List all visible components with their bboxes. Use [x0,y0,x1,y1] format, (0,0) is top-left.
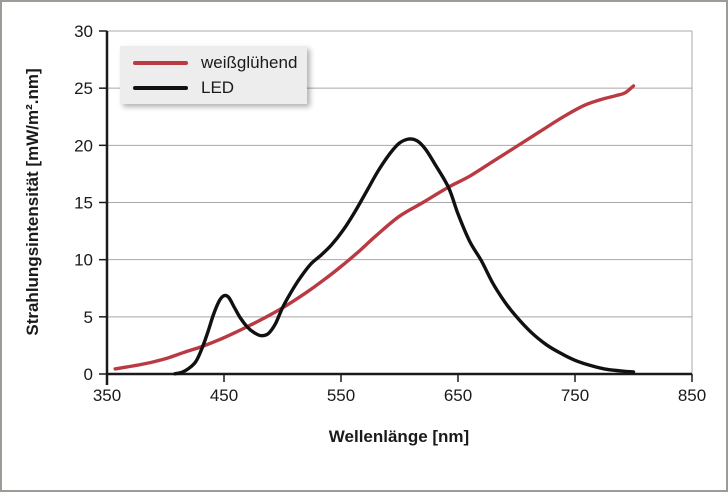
legend-label-weissgluehend: weißglühend [201,53,298,72]
led-line-swatch [133,85,188,90]
x-tick-label: 550 [327,386,355,405]
x-tick-label: 750 [561,386,589,405]
series-line-led [173,137,636,376]
y-tick-label: 10 [74,251,93,270]
legend-label-led: LED [201,78,235,97]
weissgluehend-line-swatch [133,60,188,65]
y-tick-label: 25 [74,79,93,98]
x-tick-label: 850 [678,386,706,405]
series-line-weissgluehend [113,84,636,371]
x-tick-label: 450 [210,386,238,405]
y-tick-label: 30 [74,22,93,41]
legend: weißglühend LED [120,46,307,104]
y-tick-label: 15 [74,194,93,213]
y-axis-title: Strahlungsintensität [mW/m².nm] [23,68,42,336]
y-tick-label: 5 [84,308,93,327]
x-tick-label: 650 [444,386,472,405]
legend-item-led: LED [133,79,307,96]
x-axis-title: Wellenlänge [nm] [328,427,470,446]
legend-item-weissgluehend: weißglühend [133,54,307,71]
x-tick-label: 350 [93,386,121,405]
y-tick-label: 0 [84,365,93,384]
y-tick-label: 20 [74,136,93,155]
